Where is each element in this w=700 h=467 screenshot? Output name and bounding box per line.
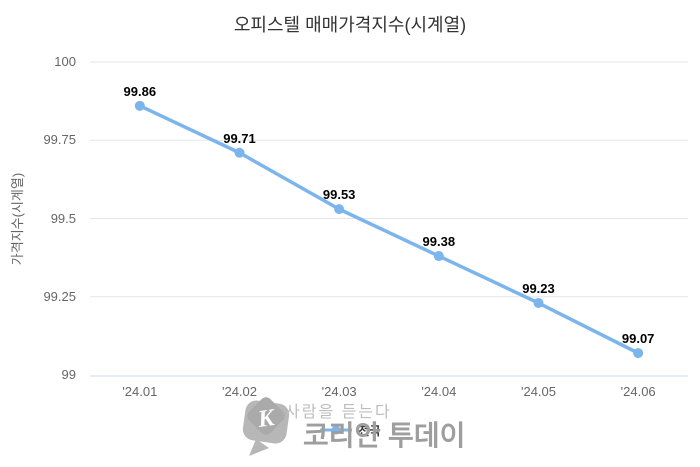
legend: 전국 xyxy=(0,423,700,438)
data-label: 99.38 xyxy=(422,234,456,250)
y-tick-label: 100 xyxy=(54,54,76,69)
data-point xyxy=(533,298,544,309)
data-point xyxy=(433,251,444,262)
y-tick-label: 99.25 xyxy=(43,288,76,304)
data-label: 99.71 xyxy=(223,130,256,146)
legend-series-label: 전국 xyxy=(358,423,381,438)
x-tick-label: '24.01 xyxy=(122,384,158,399)
data-label: 99.07 xyxy=(621,331,655,347)
legend-marker-dot xyxy=(331,425,341,435)
x-tick-label: '24.04 xyxy=(421,384,457,399)
legend-line-marker-icon xyxy=(320,425,353,435)
x-tick-label: '24.06 xyxy=(620,384,656,399)
y-tick-label: 99 xyxy=(61,367,76,382)
x-tick-label: '24.03 xyxy=(321,384,357,399)
data-point xyxy=(134,100,145,111)
y-tick-label: 99.5 xyxy=(50,210,76,226)
data-point xyxy=(234,147,245,158)
data-point xyxy=(334,204,345,215)
x-tick-label: '24.05 xyxy=(520,384,556,399)
data-label: 99.23 xyxy=(522,281,555,296)
data-label: 99.86 xyxy=(123,83,157,99)
series-line xyxy=(138,104,640,355)
chart-title: 오피스텔 매매가격지수(시계열) xyxy=(233,15,467,35)
data-point xyxy=(633,348,644,359)
data-label: 99.53 xyxy=(322,187,356,203)
x-tick-label: '24.02 xyxy=(221,384,257,399)
y-tick-label: 99.75 xyxy=(43,132,76,148)
